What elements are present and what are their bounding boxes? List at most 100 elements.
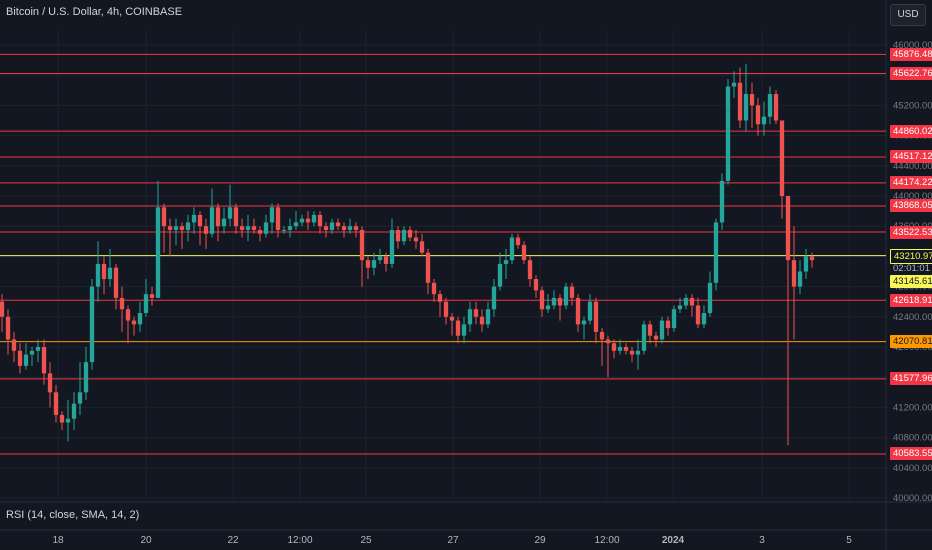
candle-body <box>311 214 317 223</box>
candle-body <box>443 301 449 317</box>
candle-body <box>611 343 617 351</box>
price-tick-label: 42400.00 <box>893 312 932 323</box>
candle-body <box>281 229 287 231</box>
candle-body <box>641 324 647 351</box>
price-tick-label: 45200.00 <box>893 100 932 111</box>
time-tick-label: 22 <box>227 535 239 546</box>
price-tick-label: 40000.00 <box>893 493 932 504</box>
candle-body <box>173 226 179 230</box>
candle-body <box>467 309 473 325</box>
candle-body <box>689 297 695 306</box>
time-tick-label: 3 <box>759 535 765 546</box>
candle-body <box>587 301 593 321</box>
candle-body <box>107 267 113 280</box>
level-price-tag: 45622.76 <box>890 66 932 80</box>
price-tick-label: 40400.00 <box>893 463 932 474</box>
candle-body <box>659 320 665 340</box>
candle-body <box>155 207 161 298</box>
candle-body <box>335 222 341 227</box>
time-tick-label: 25 <box>360 535 372 546</box>
candle-body <box>779 120 785 196</box>
countdown-tag: 02:01:01 <box>893 263 930 274</box>
candle-body <box>23 354 29 366</box>
candle-body <box>395 229 401 242</box>
candle-body <box>341 226 347 230</box>
candle-body <box>245 226 251 230</box>
candle-body <box>551 297 557 306</box>
price-tick-label: 46000.00 <box>893 40 932 51</box>
candle-body <box>353 226 359 230</box>
candle-body <box>389 229 395 264</box>
time-tick-label: 5 <box>846 535 852 546</box>
candle-body <box>269 207 275 223</box>
candle-body <box>125 309 131 321</box>
level-price-tag: 44860.02 <box>890 124 932 138</box>
candle-body <box>509 237 515 261</box>
candle-body <box>167 226 173 230</box>
candle-body <box>683 297 689 306</box>
candle-body <box>137 313 143 325</box>
candle-body <box>95 263 101 287</box>
candles <box>0 63 815 446</box>
time-tick-label: 27 <box>447 535 459 546</box>
candle-body <box>791 260 797 287</box>
candle-body <box>359 229 365 261</box>
candle-body <box>533 279 539 291</box>
candle-body <box>59 414 65 423</box>
level-price-tag: 44174.22 <box>890 176 932 190</box>
candle-body <box>437 294 443 302</box>
candle-body <box>377 256 383 261</box>
candle-body <box>179 226 185 230</box>
candle-body <box>419 241 425 253</box>
time-tick-label: 18 <box>52 535 64 546</box>
candle-body <box>275 207 281 230</box>
horizontal-levels <box>0 53 886 455</box>
time-tick-label: 29 <box>534 535 546 546</box>
candle-body <box>101 263 107 280</box>
candle-body <box>197 214 203 227</box>
candle-body <box>143 294 149 314</box>
candle-body <box>47 373 53 393</box>
candle-body <box>803 256 809 272</box>
candle-body <box>725 86 731 181</box>
candle-body <box>743 94 749 121</box>
candle-body <box>233 207 239 227</box>
candle-body <box>203 226 209 234</box>
candle-body <box>599 331 605 340</box>
candle-body <box>527 260 533 280</box>
time-axis: 18 20 22 12:00 25 27 29 12:00 2024 3 5 <box>52 535 852 546</box>
candle-body <box>161 207 167 227</box>
candle-body <box>581 320 587 325</box>
candle-body <box>371 260 377 268</box>
candle-body <box>0 301 5 317</box>
candle-body <box>617 347 623 351</box>
candle-body <box>221 218 227 227</box>
candle-body <box>557 297 563 306</box>
rsi-indicator-label[interactable]: RSI (14, close, SMA, 14, 2) <box>6 509 140 521</box>
candle-body <box>473 309 479 317</box>
candle-body <box>131 320 137 325</box>
candle-body <box>563 286 569 306</box>
candle-body <box>65 418 71 423</box>
candle-body <box>797 271 803 287</box>
current-price-tag: 43145.61 <box>890 275 932 288</box>
candle-body <box>365 260 371 268</box>
chart-title: Bitcoin / U.S. Dollar, 4h, COINBASE <box>6 6 183 18</box>
currency-button[interactable]: USD <box>890 4 926 26</box>
candle-body <box>731 82 737 87</box>
time-tick-label: 2024 <box>662 535 685 546</box>
price-tick-label: 41200.00 <box>893 402 932 413</box>
candle-body <box>431 282 437 295</box>
candle-body <box>455 320 461 336</box>
price-tick-label: 40800.00 <box>893 433 932 444</box>
candle-body <box>761 116 767 125</box>
candle-body <box>707 282 713 314</box>
candle-body <box>383 256 389 264</box>
level-price-tag: 41577.96 <box>890 372 932 386</box>
candle-body <box>53 392 59 415</box>
candle-body <box>83 362 89 393</box>
candle-body <box>5 316 11 340</box>
candle-body <box>35 347 41 351</box>
level-price-tag: 42618.91 <box>890 293 932 307</box>
